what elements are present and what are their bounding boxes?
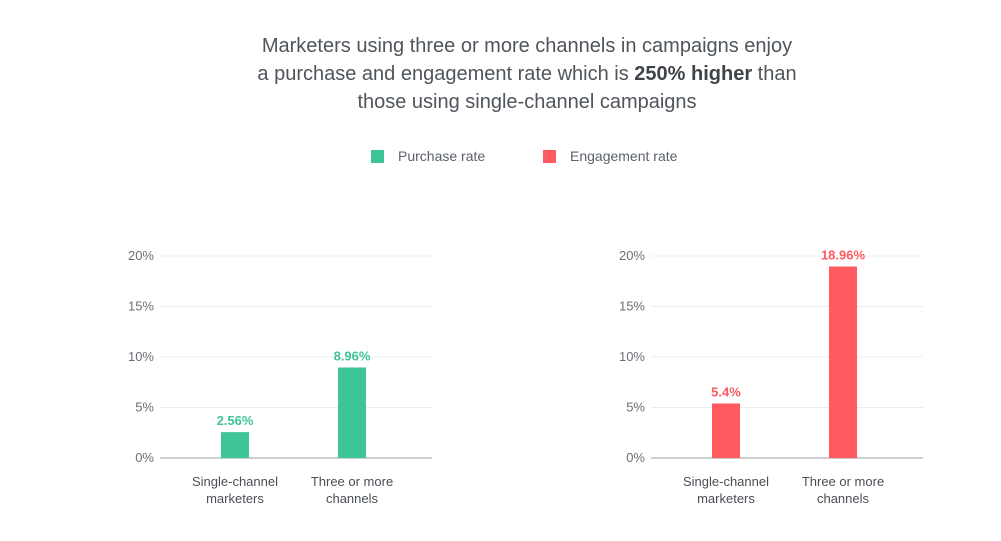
title-line-1: Marketers using three or more channels i… [261, 35, 793, 57]
title-line-2: a purchase and engagement rate which is … [200, 60, 854, 88]
y-tick-label: 20% [128, 248, 154, 263]
x-tick-label: Three or more [311, 474, 393, 489]
title-line-2-start: a purchase and engagement rate which is [257, 63, 635, 85]
bar [338, 367, 366, 458]
y-tick-label: 5% [626, 400, 645, 415]
y-tick-label: 15% [128, 299, 154, 314]
x-tick-label: marketers [206, 491, 264, 506]
legend-label-purchase: Purchase rate [398, 148, 486, 164]
bar [829, 266, 857, 458]
legend-label-engagement: Engagement rate [570, 148, 678, 164]
y-tick-label: 10% [619, 349, 645, 364]
y-tick-label: 0% [626, 450, 645, 465]
x-tick-label: channels [326, 491, 379, 506]
data-label: 5.4% [711, 384, 741, 399]
title-line-3: those using single-channel campaigns [357, 91, 697, 113]
legend-swatch-purchase [371, 149, 384, 163]
data-label: 18.96% [821, 248, 866, 263]
x-tick-label: marketers [697, 491, 755, 506]
x-tick-label: Three or more [802, 474, 884, 489]
legend: Purchase rate Engagement rate [0, 148, 1001, 170]
data-label: 8.96% [334, 349, 371, 364]
y-tick-label: 5% [135, 400, 154, 415]
legend-item-purchase: Purchase rate [371, 148, 485, 164]
x-tick-label: Single-channel [192, 474, 278, 489]
y-tick-label: 10% [128, 349, 154, 364]
y-tick-label: 20% [619, 248, 645, 263]
title-highlight: 250% higher [634, 63, 753, 85]
bar [712, 403, 740, 458]
bar [221, 432, 249, 458]
legend-item-engagement: Engagement rate [543, 148, 677, 164]
data-label: 2.56% [217, 413, 254, 428]
x-tick-label: Single-channel [683, 474, 769, 489]
y-tick-label: 0% [135, 450, 154, 465]
legend-swatch-engagement [543, 149, 556, 163]
x-tick-label: channels [817, 491, 870, 506]
y-tick-label: 15% [619, 299, 645, 314]
title-line-2-end: than [752, 63, 797, 85]
chart-title: Marketers using three or more channels i… [200, 32, 854, 116]
